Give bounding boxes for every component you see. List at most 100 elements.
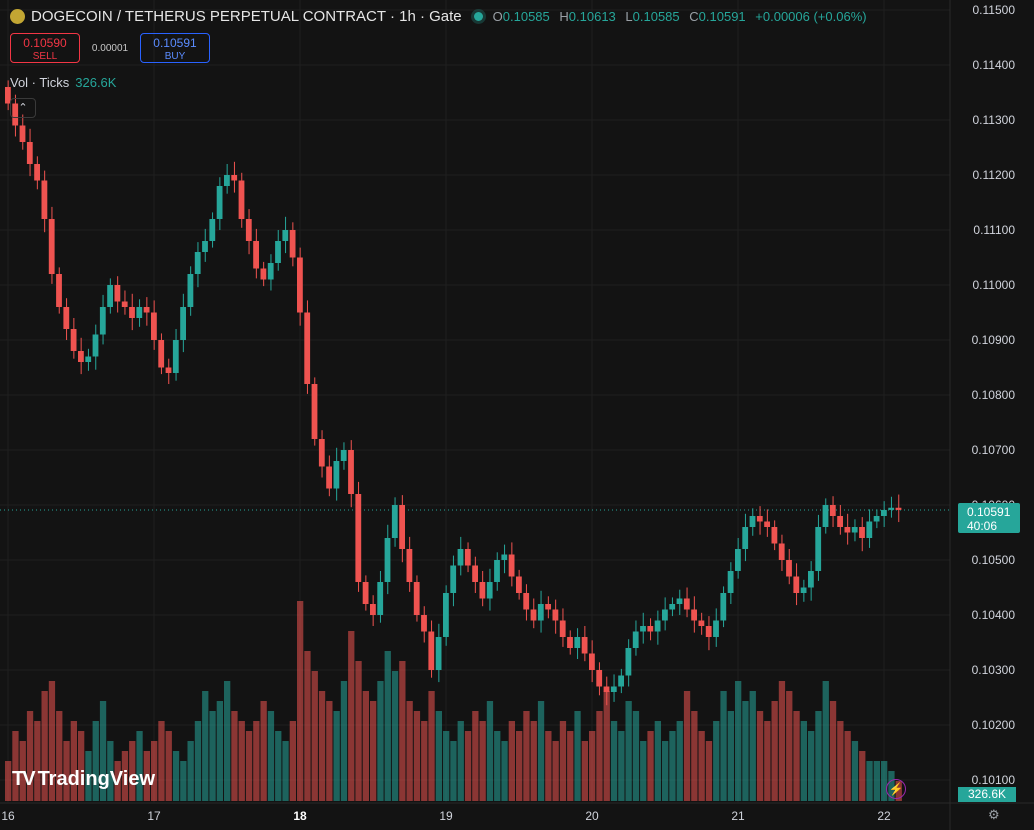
candle-body (552, 609, 559, 621)
candle-body (348, 450, 354, 494)
volume-bar (450, 741, 457, 801)
volume-bar (873, 761, 880, 801)
candle-body (640, 626, 646, 632)
bar-countdown: 40:06 (967, 519, 998, 533)
symbol-title[interactable]: DOGECOIN / TETHERUS PERPETUAL CONTRACT ·… (31, 7, 462, 25)
candle-body (735, 549, 741, 571)
sell-button[interactable]: 0.10590 SELL (10, 33, 80, 63)
volume-bar (326, 701, 333, 801)
volume-bar (742, 701, 749, 801)
candle-body (428, 631, 435, 670)
volume-bar (472, 711, 479, 801)
volume-bars (5, 601, 902, 801)
volume-bar (705, 741, 713, 801)
price-tick-label: 0.10400 (972, 608, 1016, 622)
volume-bar (654, 721, 661, 801)
volume-bar (136, 731, 143, 801)
volume-bar (63, 741, 70, 801)
candle-body (391, 505, 398, 538)
candle-body (881, 509, 887, 516)
candle-body (866, 521, 873, 538)
volume-bar (26, 711, 34, 801)
volume-bar (253, 721, 260, 801)
lightning-icon[interactable]: ⚡ (886, 779, 906, 799)
candle-body (282, 230, 289, 241)
volume-bar (56, 711, 63, 801)
candle-body (275, 241, 281, 263)
volume-bar (523, 711, 530, 801)
candle-body (494, 560, 500, 582)
volume-bar (669, 731, 676, 801)
candle-body (888, 507, 895, 510)
candle-body (662, 609, 668, 621)
price-tick-label: 0.11500 (973, 3, 1016, 17)
volume-bar (406, 701, 413, 801)
volume-bar (676, 721, 683, 801)
candle-body (260, 268, 267, 280)
candle-body (56, 274, 62, 307)
volume-bar (756, 711, 764, 801)
candle-body (713, 620, 719, 637)
time-tick-label: 17 (147, 809, 161, 823)
gear-icon[interactable]: ⚙ (988, 807, 1000, 822)
candle-body (172, 340, 179, 373)
candle-body (691, 609, 697, 621)
volume-bar (435, 711, 442, 801)
candle-body (698, 620, 705, 626)
candle-body (683, 598, 690, 610)
volume-bar (238, 721, 245, 801)
volume-bar (355, 661, 362, 801)
price-tick-label: 0.11000 (973, 278, 1016, 292)
volume-bar (625, 701, 632, 801)
volume-bar (340, 681, 348, 801)
candle-body (289, 230, 296, 258)
time-tick-label: 21 (731, 809, 745, 823)
candle-body (523, 593, 530, 610)
volume-bar (362, 691, 369, 801)
candle-body (165, 367, 172, 373)
candle-body (530, 609, 537, 621)
volume-bar (610, 721, 618, 801)
volume-axis-label: 326.6K (958, 787, 1016, 802)
price-tick-label: 0.10500 (972, 553, 1016, 567)
volume-bar (129, 741, 136, 801)
candle-body (384, 538, 391, 582)
candle-body (121, 301, 128, 307)
volume-bar (165, 731, 172, 801)
buy-button[interactable]: 0.10591 BUY (140, 33, 210, 63)
sell-price: 0.10590 (23, 36, 67, 50)
volume-bar (370, 701, 377, 801)
candle-body (742, 527, 749, 549)
candle-body (829, 505, 836, 516)
candle-body (5, 87, 11, 104)
candle-body (545, 604, 551, 610)
candle-body (12, 103, 19, 126)
volume-bar (800, 721, 807, 801)
candle-body (873, 516, 880, 522)
candle-body (647, 626, 654, 632)
candle-body (632, 631, 639, 648)
candle-body (151, 312, 157, 340)
candle-body (114, 285, 121, 302)
volume-bar (158, 721, 165, 801)
volume-indicator-legend[interactable]: Vol · Ticks 326.6K (10, 75, 116, 90)
volume-bar (881, 761, 888, 801)
price-tick-label: 0.10700 (972, 443, 1016, 457)
collapse-legend-button[interactable]: ⌃ (10, 98, 36, 118)
volume-bar (377, 681, 384, 801)
volume-bar (713, 721, 720, 801)
volume-bar (581, 741, 588, 801)
last-price-label: 0.10591 40:06 (958, 503, 1020, 533)
dogecoin-coin-icon[interactable] (10, 8, 25, 24)
volume-bar (99, 701, 107, 801)
candle-body (326, 466, 332, 489)
volume-bar (822, 681, 829, 801)
volume-bar (304, 651, 311, 801)
price-tick-label: 0.10900 (972, 333, 1016, 347)
tradingview-logo[interactable]: TV TradingView (12, 768, 155, 791)
volume-bar (618, 731, 625, 801)
volume-bar (727, 711, 734, 801)
candle-body (435, 637, 442, 670)
candle-body (70, 329, 77, 351)
